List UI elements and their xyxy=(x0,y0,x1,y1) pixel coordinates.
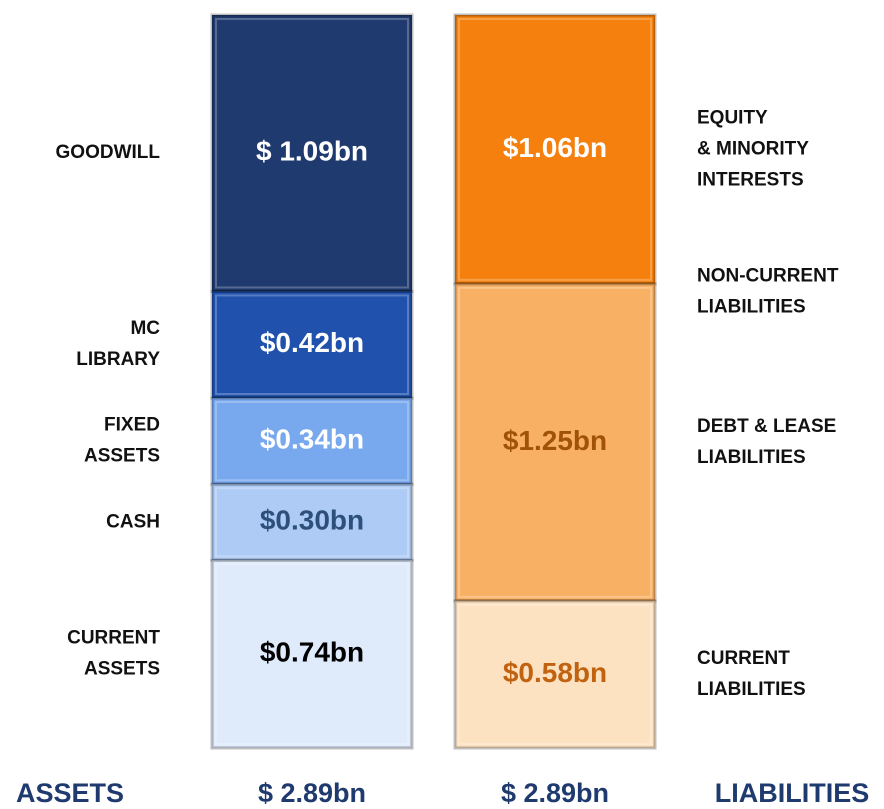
segment-label: LIABILITIES xyxy=(697,296,806,317)
value-label: $0.34bn xyxy=(260,423,364,454)
segment-label: CASH xyxy=(106,511,160,532)
column-name: LIABILITIES xyxy=(715,778,870,808)
bar-highlight xyxy=(215,400,409,482)
bar-segment xyxy=(453,282,657,603)
segment-label: LIABILITIES xyxy=(697,447,806,468)
column-total: $ 2.89bn xyxy=(258,778,366,808)
bar-highlight xyxy=(215,18,409,289)
segment-label: INTERESTS xyxy=(697,169,804,190)
segment-label: CURRENT xyxy=(67,628,160,649)
bar-highlight xyxy=(458,286,652,598)
segment-label: EQUITY xyxy=(697,107,768,128)
value-label: $1.25bn xyxy=(503,425,607,456)
segment-label: LIBRARY xyxy=(76,349,160,370)
bar-highlight xyxy=(458,18,652,281)
value-label: $0.42bn xyxy=(260,327,364,358)
segment-label: NON-CURRENT xyxy=(697,265,839,286)
value-label: $1.06bn xyxy=(503,132,607,163)
segment-label: LIABILITIES xyxy=(697,679,806,700)
segment-label: FIXED xyxy=(104,415,160,436)
bar-segment xyxy=(210,482,414,562)
segment-label: GOODWILL xyxy=(56,142,161,163)
segment-label: CURRENT xyxy=(697,648,790,669)
value-label: $0.30bn xyxy=(260,505,364,536)
bar-segment xyxy=(210,558,414,750)
column-name: ASSETS xyxy=(16,778,124,808)
segment-label: DEBT & LEASE xyxy=(697,416,836,437)
column-total: $ 2.89bn xyxy=(501,778,609,808)
value-label: $0.74bn xyxy=(260,637,364,668)
bar-highlight xyxy=(458,603,652,746)
bar-highlight xyxy=(215,487,409,558)
value-label: $ 1.09bn xyxy=(256,136,368,167)
bar-segment xyxy=(210,289,414,400)
bar-segment xyxy=(210,396,414,486)
bar-segment xyxy=(210,13,414,293)
bar-segment xyxy=(453,599,657,750)
bar-highlight xyxy=(215,294,409,395)
segment-label: ASSETS xyxy=(84,446,160,467)
segment-label: MC xyxy=(130,318,160,339)
value-label: $0.58bn xyxy=(503,657,607,688)
segment-label: & MINORITY xyxy=(697,138,809,159)
bar-highlight xyxy=(215,563,409,745)
bar-segment xyxy=(453,13,657,286)
segment-label: ASSETS xyxy=(84,659,160,680)
